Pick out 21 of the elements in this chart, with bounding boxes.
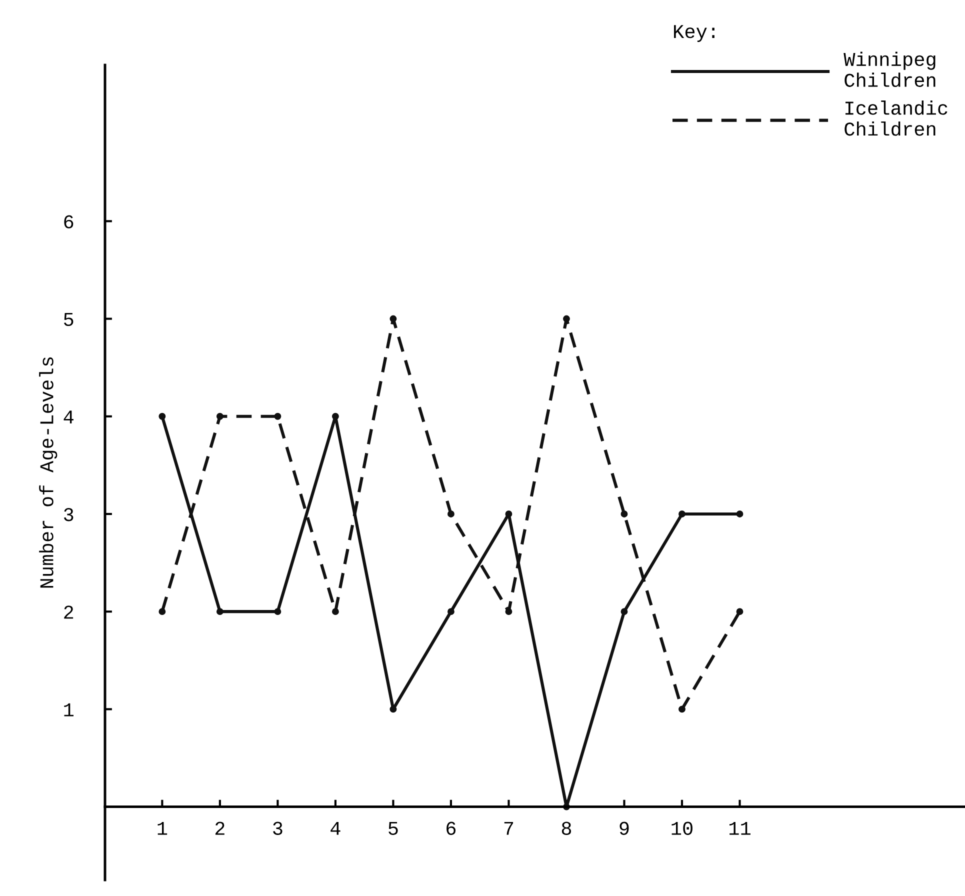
x-tick-label: 10: [672, 822, 692, 835]
x-tick-label: 4: [330, 822, 340, 835]
x-tick-label: 11: [729, 822, 750, 835]
y-tick-label: 6: [64, 215, 74, 228]
x-tick-label: 5: [388, 822, 398, 835]
x-tick-label: 3: [273, 822, 282, 835]
text: Winnipeg Children: [844, 52, 936, 88]
x-tick-label: 2: [215, 822, 224, 835]
y-tick-label: 4: [64, 410, 74, 424]
legend-title: Key:: [674, 25, 714, 42]
y-tick-label: 1: [64, 703, 74, 716]
x-tick-label: 9: [620, 822, 629, 835]
x-tick-label: 8: [562, 822, 572, 835]
x-tick-label: 6: [446, 822, 456, 835]
y-tick-label: 3: [64, 508, 74, 522]
x-tick-label: 1: [158, 822, 168, 835]
y-tick-label: 5: [64, 313, 74, 326]
y-tick-label: 2: [64, 606, 74, 619]
text: Icelandic Children: [844, 100, 948, 136]
y-axis-title: Number of Age-Levels: [39, 357, 58, 588]
x-tick-label: 7: [504, 822, 514, 835]
